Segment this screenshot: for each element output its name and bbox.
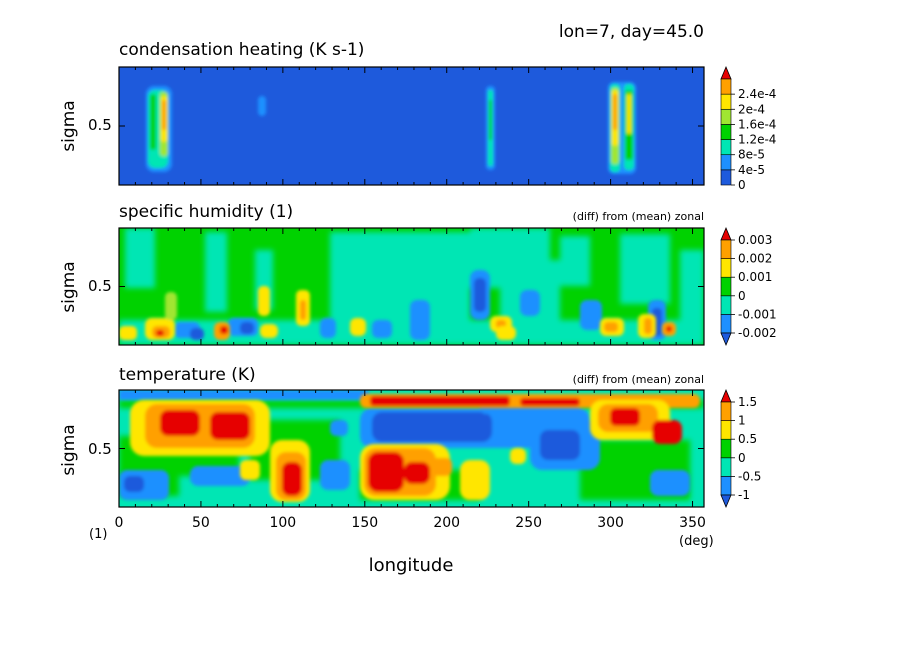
colorbar-label: 4e-5 <box>738 163 765 177</box>
colorbar-label: -0.5 <box>738 469 761 483</box>
colorbar-segment <box>720 420 732 440</box>
x-ticks <box>118 228 704 345</box>
x-tick-label: 300 <box>597 515 624 531</box>
y-tick-label: 0.5 <box>88 440 112 458</box>
x-ticks <box>118 390 704 507</box>
x-tick-label: 250 <box>515 515 542 531</box>
y-tick-label: 0.5 <box>88 277 112 295</box>
colorbar-label: 0 <box>738 178 746 192</box>
colorbar-label: 2.4e-4 <box>738 87 776 101</box>
condensation-cell-3 <box>486 86 495 170</box>
colorbar-label: 2e-4 <box>738 102 765 116</box>
heatmap-field <box>119 390 704 507</box>
colorbar-label: 1.2e-4 <box>738 133 776 147</box>
colorbar-segment <box>720 139 732 156</box>
x-unit-label: (deg) <box>679 534 714 549</box>
colorbar-segment <box>720 438 732 459</box>
colorbar-arrow-top <box>720 388 732 403</box>
temperature-warm-regions <box>130 394 700 502</box>
panel-note: (diff) from (mean) zonal <box>573 373 704 386</box>
colorbar-segment <box>720 276 732 297</box>
colorbar-segment <box>720 258 732 278</box>
panel-title: temperature (K) <box>119 365 256 385</box>
colorbar-segment <box>720 476 732 496</box>
panel-title: specific humidity (1) <box>119 202 293 222</box>
colorbar-segment <box>720 108 732 125</box>
x-ticks <box>118 67 704 185</box>
colorbar-segment <box>720 93 732 110</box>
colorbar-label: 1.6e-4 <box>738 117 776 131</box>
panel-specific-humidity: specific humidity (1) (diff) from (mean)… <box>59 202 777 347</box>
humidity-warm-regions <box>119 286 676 340</box>
condensation-cell-1 <box>146 86 172 172</box>
colorbar-segment <box>720 295 732 315</box>
colorbar-label: 0.003 <box>738 233 772 247</box>
panel-condensation-heating: condensation heating (K s-1) <box>59 40 776 192</box>
x-tick-label: 350 <box>679 515 706 531</box>
x-tick-label: 50 <box>192 515 210 531</box>
colorbar-segment <box>720 169 732 186</box>
colorbar-label: 0 <box>738 451 746 465</box>
header-label: lon=7, day=45.0 <box>559 22 704 42</box>
humidity-blue-regions <box>174 270 666 340</box>
colorbar-label: 0.002 <box>738 252 772 266</box>
colorbar-segment <box>720 124 732 140</box>
colorbar-segment <box>720 78 732 95</box>
colorbar-segment <box>720 154 732 171</box>
heatmap-field <box>119 67 704 185</box>
colorbar-segment <box>720 457 732 477</box>
colorbar-label: 8e-5 <box>738 148 765 162</box>
colorbar-label: 1 <box>738 414 746 428</box>
panel-title: condensation heating (K s-1) <box>119 40 364 60</box>
y-unit-label: (1) <box>89 527 107 542</box>
colorbar-arrow-bottom <box>720 332 732 347</box>
colorbar-segment <box>720 314 732 334</box>
heatmap-field <box>119 228 704 345</box>
x-tick-label: 100 <box>269 515 296 531</box>
colorbar: -0.002 -0.001 0 0.001 0.002 0.003 <box>720 226 777 347</box>
colorbar-label: 0.001 <box>738 270 772 284</box>
panel-note: (diff) from (mean) zonal <box>573 210 704 223</box>
colorbar-label: 0.5 <box>738 432 757 446</box>
x-tick-label: 0 <box>115 515 124 531</box>
colorbar: -1 -0.5 0 0.5 1 1.5 <box>720 388 761 509</box>
x-axis-label: longitude <box>369 555 454 576</box>
colorbar: 04e-58e-51.2e-4 1.6e-42e-42.4e-4 <box>720 65 776 192</box>
colorbar-arrow-bottom <box>720 494 732 509</box>
colorbar-label: 0 <box>738 289 746 303</box>
condensation-cell-2 <box>258 96 266 116</box>
x-tick-label: 150 <box>351 515 378 531</box>
x-tick-label: 200 <box>433 515 460 531</box>
panel-temperature: temperature (K) (diff) from (mean) zonal <box>59 365 761 509</box>
y-axis-label: sigma <box>59 100 79 151</box>
y-axis-label: sigma <box>59 424 79 475</box>
y-axis-label: sigma <box>59 261 79 312</box>
colorbar-arrow-top <box>720 65 732 80</box>
colorbar-label: 1.5 <box>738 395 757 409</box>
y-tick-label: 0.5 <box>88 116 112 134</box>
colorbar-label: -0.001 <box>738 307 777 321</box>
colorbar-segment <box>720 401 732 421</box>
field-background <box>119 67 704 185</box>
colorbar-label: -0.002 <box>738 326 777 340</box>
colorbar-segment <box>720 239 732 259</box>
colorbar-arrow-top <box>720 226 732 241</box>
colorbar-label: -1 <box>738 488 750 502</box>
temperature-blue-regions <box>119 390 690 500</box>
x-tick-labels: 0 50 100 150 200 250 300 350 <box>115 515 706 531</box>
condensation-cell-4 <box>608 82 636 174</box>
